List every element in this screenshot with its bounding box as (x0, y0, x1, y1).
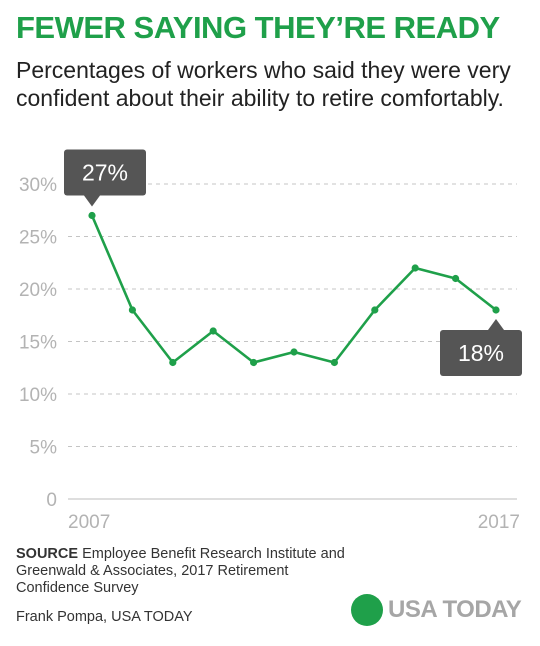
y-tick-label: 5% (30, 438, 58, 459)
x-axis-ticks: 2007 2017 (68, 512, 520, 533)
chart-title: FEWER SAYING THEY’RE READY (16, 10, 500, 45)
series-line-group (88, 211, 500, 367)
callout-pointer (84, 195, 100, 207)
source-label: SOURCE (16, 546, 79, 562)
callout-box (64, 149, 146, 196)
source-note: SOURCE Employee Benefit Research Institu… (16, 546, 346, 597)
source-text: Employee Benefit Research Institute and … (16, 546, 345, 596)
chart-subtitle: Percentages of workers who said they wer… (16, 57, 511, 111)
usa-today-logo-dot (351, 594, 383, 626)
y-tick-label: 10% (19, 385, 57, 406)
data-callout: 18% (440, 319, 522, 376)
y-tick-label: 30% (19, 175, 57, 196)
usa-today-logo-text: USA TODAY (388, 596, 522, 623)
line-chart: 0 5% 10% 15% 20% 25% 30% 2007 2017 27% 18% (19, 149, 522, 533)
data-point (250, 358, 258, 367)
callouts: 27% 18% (64, 149, 522, 376)
data-label: 27% (82, 160, 128, 186)
credit-line: Frank Pompa, USA TODAY (16, 609, 193, 625)
data-point (492, 306, 500, 314)
x-tick-label: 2017 (478, 512, 520, 533)
data-point (128, 306, 136, 314)
y-tick-label: 0 (46, 490, 57, 511)
x-tick-label: 2007 (68, 512, 110, 533)
data-point (452, 274, 460, 283)
callout-pointer (488, 319, 504, 330)
data-callout: 27% (64, 149, 146, 207)
data-point (169, 358, 177, 367)
data-label: 18% (458, 340, 504, 366)
y-axis-ticks: 0 5% 10% 15% 20% 25% 30% (19, 175, 57, 511)
data-point (209, 327, 217, 335)
data-point (371, 306, 379, 314)
callout-box (440, 330, 522, 376)
data-point (411, 264, 419, 272)
y-tick-label: 15% (19, 333, 57, 354)
data-point (290, 348, 298, 356)
data-point (88, 211, 96, 220)
data-point (330, 358, 338, 367)
y-tick-label: 20% (19, 280, 57, 301)
y-tick-label: 25% (19, 228, 57, 249)
